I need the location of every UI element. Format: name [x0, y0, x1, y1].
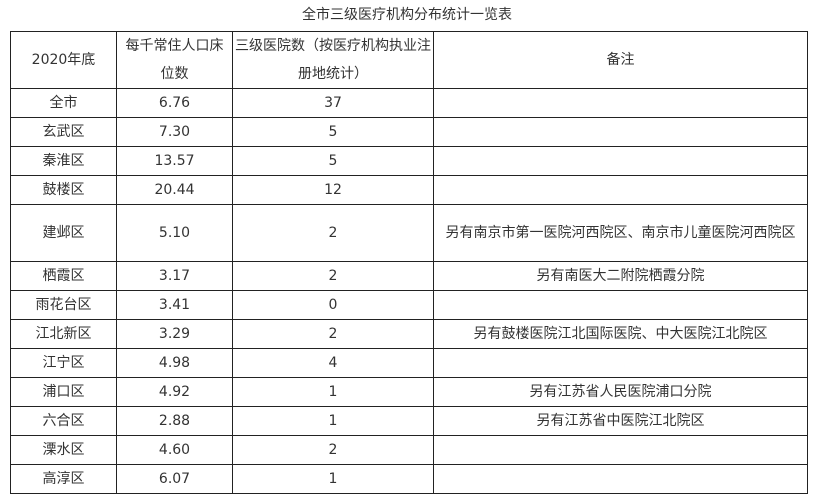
- cell-notes: [433, 88, 808, 118]
- cell-district: 栖霞区: [10, 261, 117, 291]
- cell-district: 高淳区: [10, 464, 117, 494]
- cell-tertiary-hospital-count: 1: [232, 464, 434, 494]
- cell-notes: 另有江苏省人民医院浦口分院: [433, 377, 808, 407]
- cell-tertiary-hospital-count: 2: [232, 435, 434, 465]
- cell-tertiary-hospital-count: 5: [232, 117, 434, 147]
- cell-district: 六合区: [10, 406, 117, 436]
- cell-district: 浦口区: [10, 377, 117, 407]
- table-row: 玄武区 7.30 5: [10, 117, 808, 147]
- cell-beds-per-thousand: 6.76: [116, 88, 233, 118]
- cell-beds-per-thousand: 7.30: [116, 117, 233, 147]
- cell-tertiary-hospital-count: 2: [232, 261, 434, 291]
- cell-district: 溧水区: [10, 435, 117, 465]
- cell-tertiary-hospital-count: 2: [232, 204, 434, 262]
- header-beds: 每千常住人口床位数: [116, 31, 233, 89]
- cell-beds-per-thousand: 3.17: [116, 261, 233, 291]
- cell-tertiary-hospital-count: 4: [232, 348, 434, 378]
- cell-beds-per-thousand: 5.10: [116, 204, 233, 262]
- cell-notes: [433, 348, 808, 378]
- cell-tertiary-hospital-count: 12: [232, 175, 434, 205]
- header-year: 2020年底: [10, 31, 117, 89]
- cell-beds-per-thousand: 6.07: [116, 464, 233, 494]
- cell-notes: [433, 290, 808, 320]
- cell-notes: 另有南京市第一医院河西院区、南京市儿童医院河西院区: [433, 204, 808, 262]
- cell-beds-per-thousand: 13.57: [116, 146, 233, 176]
- cell-tertiary-hospital-count: 0: [232, 290, 434, 320]
- table-row: 六合区 2.88 1 另有江苏省中医院江北院区: [10, 406, 808, 436]
- table-row: 高淳区 6.07 1: [10, 464, 808, 494]
- cell-district: 建邺区: [10, 204, 117, 262]
- hospital-distribution-table: 2020年底 每千常住人口床位数 三级医院数（按医疗机构执业注册地统计） 备注 …: [10, 31, 808, 494]
- table-row: 栖霞区 3.17 2 另有南医大二附院栖霞分院: [10, 261, 808, 291]
- cell-tertiary-hospital-count: 5: [232, 146, 434, 176]
- cell-tertiary-hospital-count: 1: [232, 377, 434, 407]
- cell-notes: [433, 175, 808, 205]
- table-title: 全市三级医疗机构分布统计一览表: [302, 7, 512, 23]
- cell-notes: [433, 464, 808, 494]
- cell-beds-per-thousand: 4.60: [116, 435, 233, 465]
- table-row: 江北新区 3.29 2 另有鼓楼医院江北国际医院、中大医院江北院区: [10, 319, 808, 349]
- cell-district: 秦淮区: [10, 146, 117, 176]
- cell-beds-per-thousand: 20.44: [116, 175, 233, 205]
- table-row: 雨花台区 3.41 0: [10, 290, 808, 320]
- cell-tertiary-hospital-count: 37: [232, 88, 434, 118]
- cell-district: 江北新区: [10, 319, 117, 349]
- table-row: 鼓楼区 20.44 12: [10, 175, 808, 205]
- cell-district: 玄武区: [10, 117, 117, 147]
- table-row: 建邺区 5.10 2 另有南京市第一医院河西院区、南京市儿童医院河西院区: [10, 204, 808, 262]
- table-row: 全市 6.76 37: [10, 88, 808, 118]
- cell-district: 雨花台区: [10, 290, 117, 320]
- cell-notes: 另有江苏省中医院江北院区: [433, 406, 808, 436]
- cell-notes: 另有南医大二附院栖霞分院: [433, 261, 808, 291]
- cell-district: 全市: [10, 88, 117, 118]
- cell-district: 鼓楼区: [10, 175, 117, 205]
- table-row: 浦口区 4.92 1 另有江苏省人民医院浦口分院: [10, 377, 808, 407]
- cell-tertiary-hospital-count: 1: [232, 406, 434, 436]
- table-row: 溧水区 4.60 2: [10, 435, 808, 465]
- cell-beds-per-thousand: 2.88: [116, 406, 233, 436]
- cell-notes: [433, 435, 808, 465]
- cell-district: 江宁区: [10, 348, 117, 378]
- table-row: 秦淮区 13.57 5: [10, 146, 808, 176]
- header-row: 2020年底 每千常住人口床位数 三级医院数（按医疗机构执业注册地统计） 备注: [10, 31, 808, 89]
- cell-beds-per-thousand: 4.98: [116, 348, 233, 378]
- cell-beds-per-thousand: 4.92: [116, 377, 233, 407]
- cell-tertiary-hospital-count: 2: [232, 319, 434, 349]
- cell-beds-per-thousand: 3.29: [116, 319, 233, 349]
- table-row: 江宁区 4.98 4: [10, 348, 808, 378]
- header-hospital-count: 三级医院数（按医疗机构执业注册地统计）: [232, 31, 434, 89]
- cell-notes: [433, 146, 808, 176]
- cell-notes: [433, 117, 808, 147]
- header-notes: 备注: [433, 31, 808, 89]
- cell-notes: 另有鼓楼医院江北国际医院、中大医院江北院区: [433, 319, 808, 349]
- cell-beds-per-thousand: 3.41: [116, 290, 233, 320]
